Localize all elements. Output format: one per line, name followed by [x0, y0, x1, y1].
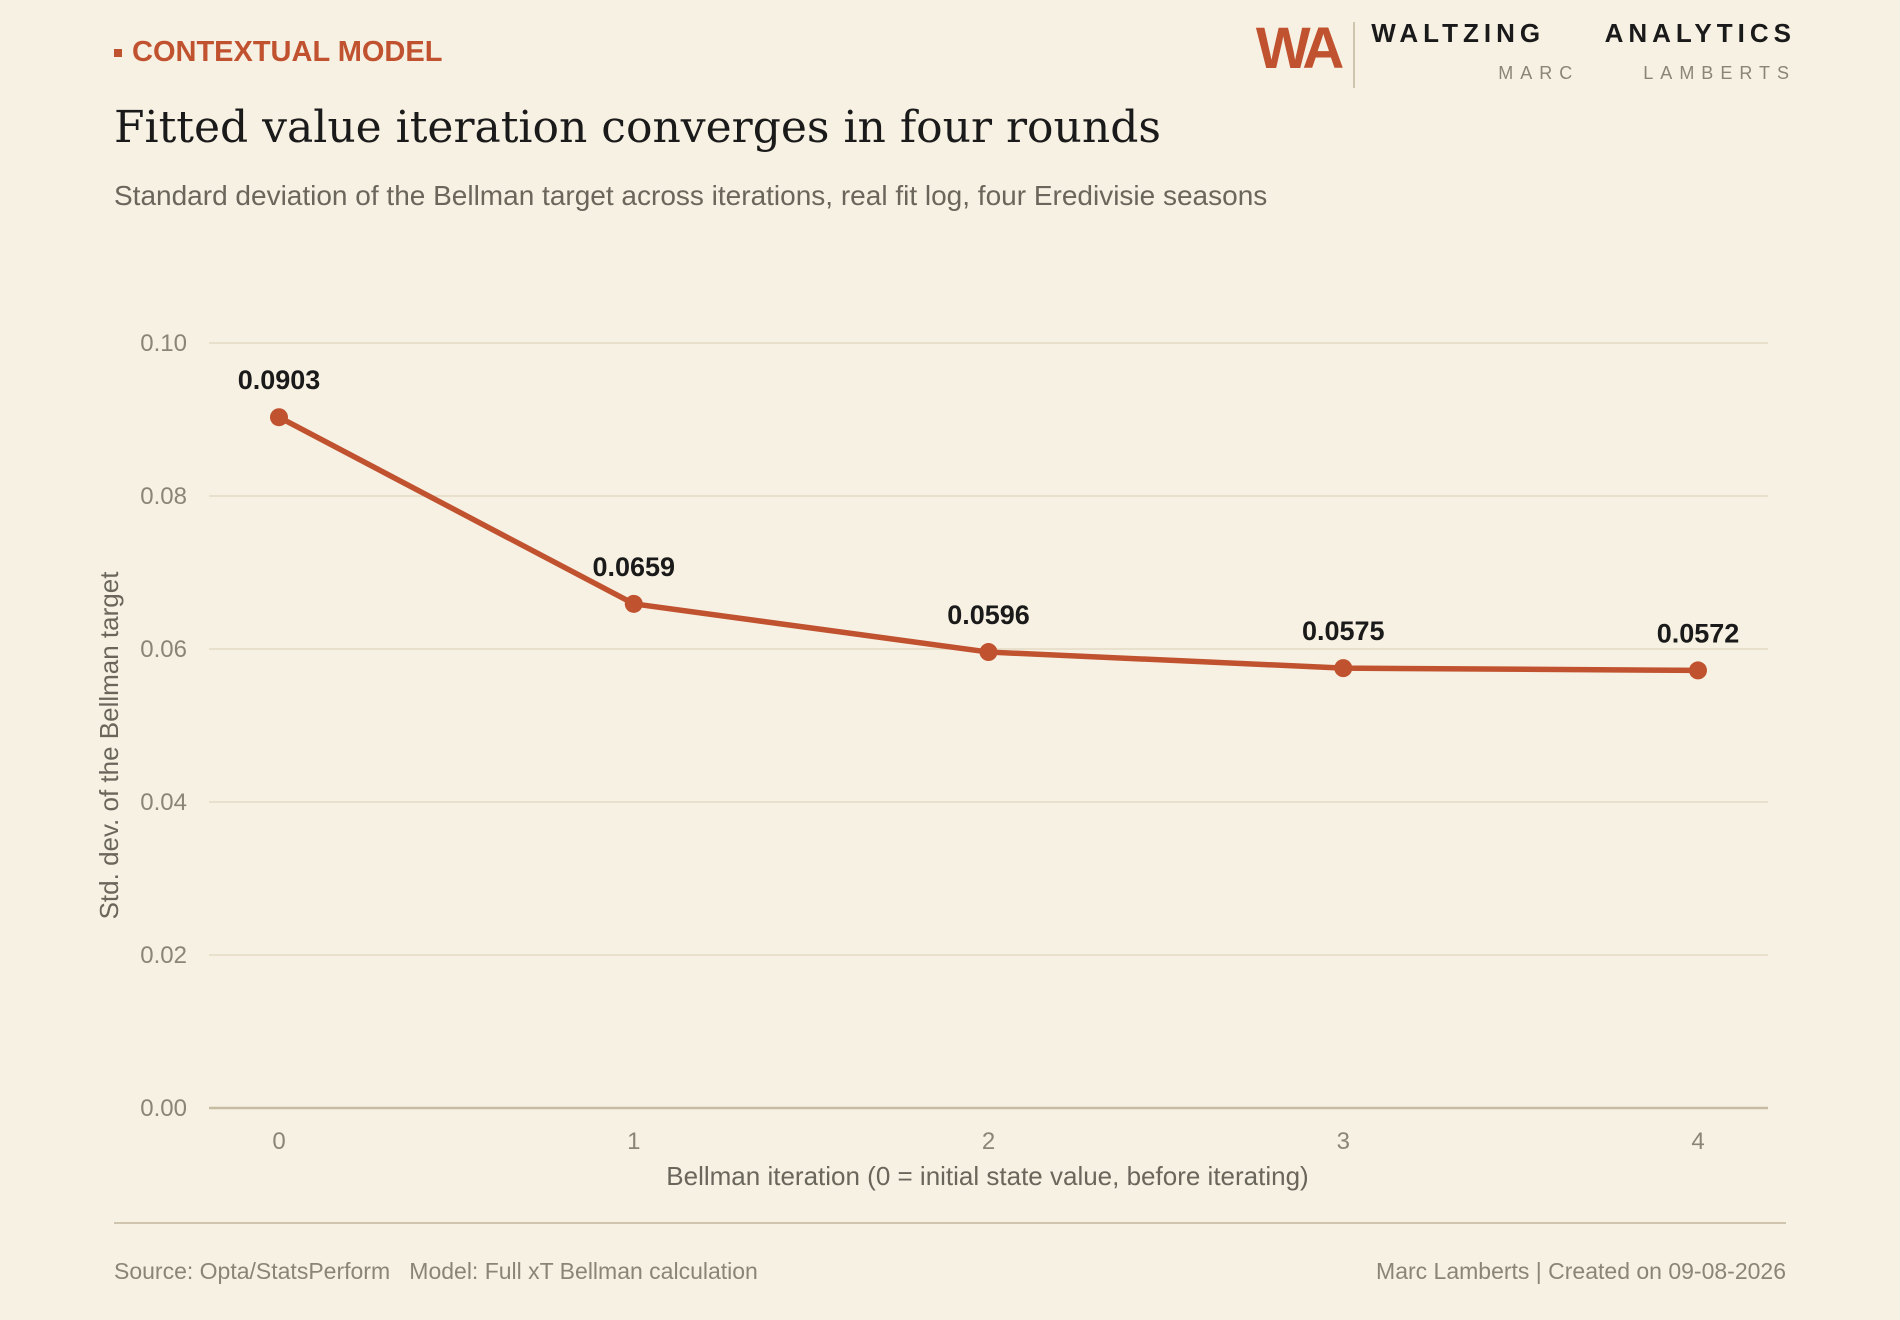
- data-label: 0.0575: [1302, 616, 1385, 646]
- brand-logo: WA: [1255, 16, 1344, 81]
- x-tick-label: 2: [982, 1128, 995, 1155]
- data-point: [1334, 659, 1353, 678]
- y-tick-label: 0.08: [140, 483, 187, 510]
- x-tick-label: 0: [272, 1128, 285, 1155]
- brand-name: WALTZING ANALYTICS: [1371, 18, 1796, 48]
- data-point: [270, 408, 288, 427]
- y-axis-label: Std. dev. of the Bellman target: [94, 571, 124, 920]
- data-point: [624, 594, 643, 613]
- section-tag: CONTEXTUAL MODEL: [114, 36, 442, 69]
- data-point: [979, 643, 998, 662]
- chart-title: Fitted value iteration converges in four…: [114, 102, 1161, 153]
- data-label: 0.0903: [238, 365, 321, 395]
- chart-subtitle: Standard deviation of the Bellman target…: [114, 180, 1268, 211]
- x-tick-label: 4: [1691, 1128, 1704, 1155]
- data-label: 0.0596: [947, 600, 1030, 630]
- brand-block: WA WALTZING ANALYTICS MARC LAMBERTS: [1256, 18, 1796, 88]
- x-axis-label: Bellman iteration (0 = initial state val…: [666, 1161, 1308, 1191]
- section-tag-label: CONTEXTUAL MODEL: [132, 36, 443, 68]
- y-tick-label: 0.04: [140, 789, 187, 816]
- tag-marker-icon: [114, 48, 122, 57]
- data-label: 0.0572: [1657, 618, 1740, 648]
- brand-divider: [1353, 22, 1356, 88]
- footer-divider: [114, 1222, 1786, 1224]
- y-tick-label: 0.02: [140, 942, 187, 969]
- footer-source: Source: Opta/StatsPerform Model: Full xT…: [114, 1258, 758, 1284]
- footer-credit: Marc Lamberts | Created on 09-08-2026: [1376, 1258, 1786, 1284]
- data-point: [1689, 661, 1707, 680]
- y-tick-label: 0.06: [140, 636, 187, 663]
- y-tick-label: 0.10: [140, 330, 187, 357]
- brand-author: MARC LAMBERTS: [1498, 63, 1796, 83]
- x-tick-label: 3: [1337, 1128, 1350, 1155]
- data-label: 0.0659: [592, 552, 675, 582]
- x-tick-label: 1: [627, 1128, 640, 1155]
- brand-text: WALTZING ANALYTICS MARC LAMBERTS: [1371, 18, 1796, 84]
- series-line: [276, 414, 1701, 674]
- y-tick-label: 0.00: [140, 1095, 187, 1122]
